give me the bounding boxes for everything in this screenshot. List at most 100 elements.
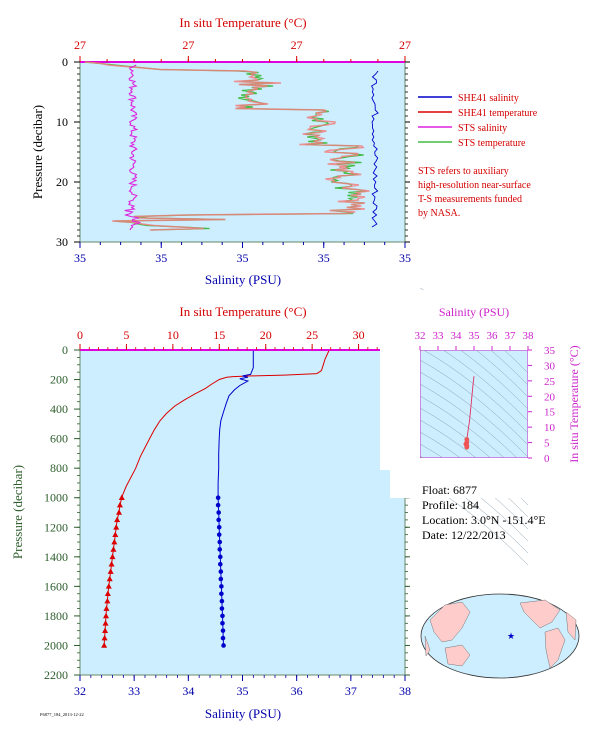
legend-label-she41-salinity: SHE41 salinity (458, 93, 519, 104)
temperature-marker (103, 605, 110, 611)
salinity-marker (216, 517, 221, 523)
isopycnal-clip-bottom (390, 458, 590, 498)
bottom-temp-axis-title: In situ Temperature (°C) (179, 304, 306, 319)
temperature-marker (113, 524, 120, 530)
bottom-pressure-tick-label: 1400 (44, 550, 68, 564)
bottom-temp-tick-label: 10 (167, 328, 179, 342)
bottom-salinity-tick-label: 35 (237, 684, 249, 698)
salinity-marker (220, 613, 225, 619)
top-legend: SHE41 salinity SHE41 temperature STS sal… (418, 93, 538, 149)
temperature-marker (116, 509, 122, 515)
ts-salinity-tick-label: 34 (451, 330, 463, 342)
ts-temp-tick-label: 25 (544, 376, 556, 388)
bottom-pressure-tick-label: 0 (62, 343, 68, 357)
temperature-marker (116, 501, 123, 508)
ts-temp-tick-label: 30 (544, 360, 556, 372)
ts-salinity-axis-title: Salinity (PSU) (439, 305, 509, 319)
salinity-marker (218, 569, 224, 574)
land-north-america (519, 599, 561, 629)
bottom-pressure-ticks: 0 200 400 600 800 1000 1200 1400 1600 1800 2000 220… (44, 343, 410, 682)
temperature-marker (101, 642, 108, 648)
top-salinity-tick-label: 35 (237, 251, 249, 265)
isopycnal-line (419, 347, 529, 434)
temperature-marker (110, 546, 117, 552)
salinity-marker (219, 598, 225, 604)
bottom-temp-tick-label: 30 (353, 328, 365, 342)
bottom-profiles (101, 350, 330, 648)
top-temp-tick-label: 27 (291, 38, 303, 52)
bottom-pressure-tick-label: 1800 (44, 609, 68, 623)
salinity-marker (219, 584, 224, 589)
top-salinity-tick-label: 35 (74, 251, 86, 265)
sts-salinity-line (123, 64, 141, 231)
salinity-marker (217, 547, 223, 552)
ts-temp-tick-label: 20 (544, 391, 556, 403)
top-pressure-tick-label: 0 (62, 55, 68, 69)
bottom-pressure-tick-label: 1600 (44, 579, 68, 593)
float-location-star-icon: ★ (507, 631, 515, 641)
bottom-panel: In situ Temperature (°C) 05101520253035 … (10, 304, 411, 721)
temperature-marker (104, 597, 111, 604)
bottom-salinity-tick-label: 37 (345, 684, 357, 698)
land-europe-africa (565, 611, 577, 641)
salinity-marker (220, 635, 226, 641)
land-south-america (544, 627, 566, 669)
ts-plot-area (419, 349, 529, 459)
bottom-salinity-ticks: 32 33 34 35 36 37 38 (74, 675, 411, 698)
salinity-marker (215, 502, 221, 508)
top-temp-tick-label: 27 (74, 38, 86, 52)
salinity-marker (218, 576, 224, 582)
top-pressure-tick-label: 10 (56, 115, 68, 129)
temperature-marker (111, 538, 118, 545)
she41-salinity-line (371, 70, 379, 228)
top-salinity-tick-label: 35 (318, 251, 330, 265)
salinity-marker (220, 620, 225, 626)
top-temp-axis-title: In situ Temperature (°C) (179, 15, 306, 30)
ts-points (463, 376, 475, 450)
top-temp-tick-label: 27 (399, 38, 411, 52)
ts-temp-tick-label: 35 (544, 345, 556, 357)
salinity-marker (215, 495, 221, 501)
she41-temperature-line (84, 61, 370, 231)
salinity-marker (216, 532, 222, 537)
temperature-marker (108, 561, 115, 567)
salinity-marker (216, 524, 222, 530)
isopycnal-line (419, 371, 529, 458)
sts-note-line-3: T-S measurements funded (418, 194, 522, 205)
salinity-marker (217, 561, 223, 567)
salinity-marker (220, 628, 226, 633)
bottom-salinity-axis-title: Salinity (PSU) (205, 706, 281, 721)
ts-salinity-tick-label: 33 (433, 330, 445, 342)
sts-note-line-1: STS refers to auxiliary (418, 166, 509, 177)
sts-note-line-2: high-resolution near-surface (418, 180, 531, 191)
top-salinity-axis-title: Salinity (PSU) (205, 272, 281, 287)
bottom-temp-tick-label: 15 (213, 328, 225, 342)
top-pressure-axis-title: Pressure (decibar) (30, 105, 45, 199)
top-panel: In situ Temperature (°C) 27 27 27 27 Salini… (30, 15, 538, 287)
ts-salinity-tick-label: 38 (523, 330, 535, 342)
location: Location: 3.0°N -151.4°E (422, 513, 546, 527)
ts-temp-tick-label: 15 (544, 407, 556, 419)
bottom-pressure-tick-label: 200 (50, 373, 68, 387)
land-australia (444, 644, 471, 667)
bottom-pressure-tick-label: 2200 (44, 668, 68, 682)
bottom-temp-tick-label: 0 (77, 328, 83, 342)
world-map: ★ (420, 593, 580, 679)
salinity-marker (221, 643, 226, 648)
ts-temp-tick-label: 5 (544, 438, 550, 450)
temperature-profile-line (103, 350, 330, 646)
sts-note-line-4: by NASA. (418, 208, 460, 219)
top-temp-tick-label: 27 (182, 38, 194, 52)
isopycnal-clip-top (390, 290, 590, 350)
bottom-temp-tick-label: 20 (260, 328, 272, 342)
top-profiles (84, 61, 379, 231)
bottom-salinity-tick-label: 34 (182, 684, 194, 698)
temperature-marker (103, 612, 109, 619)
temperature-marker (106, 575, 113, 582)
profile-date: Date: 12/22/2013 (422, 528, 506, 542)
bottom-temp-tick-label: 25 (306, 328, 318, 342)
isopycnal-clip-left (380, 330, 420, 470)
bottom-pressure-tick-label: 800 (50, 461, 68, 475)
profile-number: Profile: 184 (422, 498, 479, 512)
